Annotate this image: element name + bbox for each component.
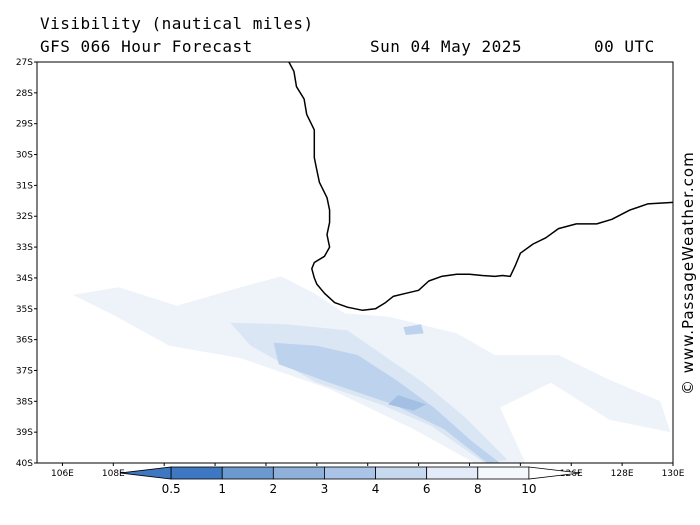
lat-tick-label: 34S (16, 274, 33, 284)
legend-swatch (272, 466, 325, 480)
legend-label: 1 (218, 482, 226, 496)
coastline (288, 62, 673, 312)
legend-label: 8 (474, 482, 482, 496)
legend-swatch (221, 466, 274, 480)
lat-tick-label: 30S (16, 151, 33, 161)
legend-label: 4 (372, 482, 380, 496)
visibility-contour (273, 342, 500, 463)
forecast-subtitle: GFS 066 Hour Forecast (40, 37, 253, 56)
latitude-axis: 27S 28S 29S 30S 31S 32S 33S 34S 35S 36S 37S 38S 39S 4… (16, 58, 37, 469)
lon-tick-label: 106E (51, 469, 74, 479)
lat-tick-label: 31S (16, 181, 33, 191)
map-title: Visibility (nautical miles) (40, 14, 314, 33)
lat-tick-label: 32S (16, 212, 33, 222)
visibility-contour (388, 395, 427, 411)
forecast-time: 00 UTC (594, 37, 655, 56)
lat-tick-label: 40S (16, 459, 33, 469)
lat-tick-label: 36S (16, 336, 33, 346)
lon-tick-label: 108E (102, 469, 125, 479)
legend-label: 6 (423, 482, 431, 496)
map-frame (36, 61, 674, 464)
legend-swatch (324, 466, 376, 480)
lon-tick-label: 130E (662, 469, 685, 479)
legend-label: 2 (270, 482, 278, 496)
legend-swatch (170, 466, 223, 480)
legend-swatch (426, 466, 479, 480)
lat-tick-label: 35S (16, 305, 33, 315)
forecast-date: Sun 04 May 2025 (370, 37, 522, 56)
legend-label: 0.5 (162, 482, 181, 496)
legend-swatch (477, 466, 530, 480)
legend-label: 10 (521, 482, 536, 496)
legend-swatch (375, 466, 428, 480)
lat-tick-label: 29S (16, 120, 33, 130)
lon-tick-label: 128E (611, 469, 634, 479)
lat-tick-label: 28S (16, 89, 33, 99)
lat-tick-label: 27S (16, 58, 33, 68)
visibility-contours (72, 276, 671, 463)
legend-label: 3 (321, 482, 329, 496)
legend-swatch (528, 466, 581, 480)
lat-tick-label: 33S (16, 243, 33, 253)
visibility-legend: 0.5 1 2 3 4 6 8 10 (119, 466, 581, 496)
lat-tick-label: 37S (16, 366, 33, 376)
lat-tick-label: 39S (16, 428, 33, 438)
lat-tick-label: 38S (16, 397, 33, 407)
visibility-contour (403, 324, 424, 335)
legend-swatch (119, 466, 172, 480)
